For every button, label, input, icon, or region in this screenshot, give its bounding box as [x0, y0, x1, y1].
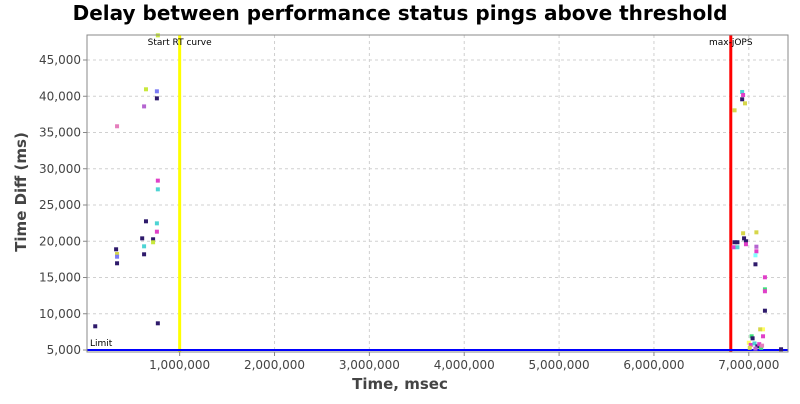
markers: Start RT curve max-jOPS Limit	[87, 35, 788, 352]
data-point	[154, 89, 159, 94]
data-point	[155, 321, 160, 326]
x-tick-label: 1,000,000	[149, 358, 210, 372]
data-point	[735, 240, 740, 245]
data-point	[754, 244, 759, 249]
data-point	[762, 289, 767, 294]
data-point	[758, 327, 763, 332]
data-point	[154, 96, 159, 101]
data-point	[742, 236, 747, 241]
plot-frame	[86, 34, 789, 353]
data-point	[155, 187, 160, 192]
data-point	[154, 221, 159, 226]
data-point	[762, 308, 767, 313]
data-point	[142, 252, 147, 257]
data-point	[741, 93, 746, 98]
data-point	[151, 237, 156, 242]
data-point	[151, 240, 156, 245]
data-point	[754, 249, 759, 254]
x-axis-label: Time, msec	[352, 375, 448, 393]
data-point	[740, 97, 745, 102]
data-point	[750, 336, 755, 341]
data-point	[753, 253, 758, 258]
x-tick-label: 4,000,000	[434, 358, 495, 372]
chart-title: Delay between performance status pings a…	[73, 1, 728, 25]
y-axis-label: Time Diff (ms)	[12, 132, 30, 252]
data-point	[732, 108, 737, 113]
data-point	[143, 87, 148, 92]
limit-label: Limit	[90, 339, 113, 349]
marker-label: Start RT curve	[148, 38, 212, 48]
data-point	[140, 236, 145, 241]
ticks: 5,000 10,000 15,000 20,000 25,000 30,000 35,00…	[39, 53, 779, 372]
data-point	[749, 334, 754, 339]
x-tick-label: 2,000,000	[244, 358, 305, 372]
data-point	[762, 275, 767, 280]
data-point	[754, 230, 759, 235]
y-tick-label: 15,000	[39, 271, 81, 285]
data-point	[757, 342, 762, 347]
data-point	[753, 346, 758, 351]
data-point	[155, 178, 160, 183]
data-point	[732, 240, 737, 245]
data-point	[752, 341, 757, 346]
x-tick-label: 7,000,000	[718, 358, 779, 372]
data-point	[779, 347, 784, 352]
x-tick-label: 5,000,000	[529, 358, 590, 372]
data-point	[115, 254, 120, 259]
data-point	[760, 343, 765, 348]
data-point	[740, 89, 745, 94]
data-point	[142, 104, 147, 109]
data-point	[759, 345, 764, 350]
data-point	[114, 247, 119, 252]
data-point	[142, 244, 147, 249]
points	[93, 33, 784, 352]
x-tick-label: 6,000,000	[623, 358, 684, 372]
data-point	[154, 229, 159, 234]
data-point	[753, 262, 758, 267]
data-point	[741, 231, 746, 236]
data-point	[761, 327, 766, 332]
data-point	[115, 261, 120, 266]
y-tick-label: 20,000	[39, 234, 81, 248]
y-tick-label: 45,000	[39, 53, 81, 67]
data-point	[115, 252, 120, 257]
data-point	[731, 245, 736, 250]
y-tick-label: 25,000	[39, 198, 81, 212]
data-point	[755, 344, 760, 349]
marker-label: max-jOPS	[709, 38, 753, 48]
data-point	[735, 245, 740, 250]
data-point	[115, 124, 120, 129]
data-point	[743, 242, 748, 247]
data-point	[743, 101, 748, 106]
y-tick-label: 5,000	[47, 343, 81, 357]
data-point	[746, 340, 751, 345]
grid	[87, 35, 788, 352]
data-point	[743, 239, 748, 244]
y-tick-label: 40,000	[39, 89, 81, 103]
y-tick-label: 35,000	[39, 126, 81, 140]
data-point	[761, 334, 766, 339]
data-point	[748, 342, 753, 347]
y-tick-label: 30,000	[39, 162, 81, 176]
data-point	[143, 219, 148, 224]
data-point	[747, 345, 752, 350]
data-point	[93, 324, 98, 329]
y-tick-label: 10,000	[39, 307, 81, 321]
x-tick-label: 3,000,000	[339, 358, 400, 372]
